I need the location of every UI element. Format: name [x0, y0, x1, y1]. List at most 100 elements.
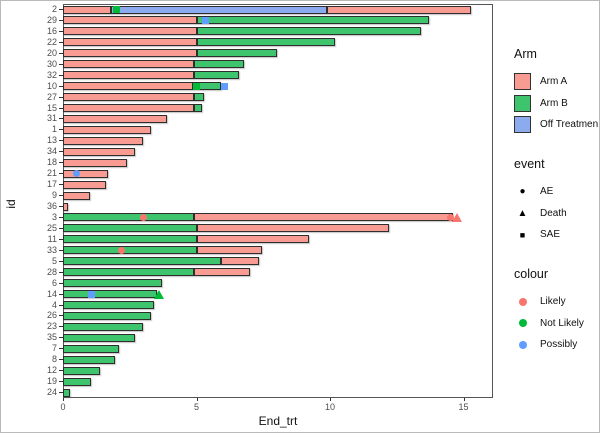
legend-label: SAE — [540, 229, 561, 241]
bar-segment — [63, 344, 120, 353]
bar-segment — [63, 49, 197, 58]
y-tick-label: 10 — [46, 80, 57, 91]
bar-segment — [63, 213, 194, 222]
bar-segment — [63, 147, 136, 156]
y-tick-mark — [59, 162, 63, 164]
legend-item-possibly: Possibly — [514, 334, 599, 356]
y-tick-label: 24 — [46, 387, 57, 397]
y-tick-mark — [59, 238, 63, 240]
y-tick-mark — [59, 52, 63, 54]
y-tick-mark — [59, 107, 63, 109]
bar-segment — [63, 235, 197, 244]
legend-item-sae: ■ SAE — [514, 224, 599, 246]
bar-segment — [63, 180, 106, 189]
y-tick-mark — [59, 304, 63, 306]
y-tick-label: 31 — [46, 113, 57, 124]
y-tick-mark — [59, 19, 63, 21]
legend-label: Arm B — [540, 97, 568, 109]
legend-item-death: ▲ Death — [514, 203, 599, 225]
bar-segment — [193, 268, 250, 277]
y-tick-mark — [59, 151, 63, 153]
y-tick-label: 20 — [46, 47, 57, 58]
legend-item-arm-b: Arm B — [514, 93, 599, 115]
y-tick-mark — [59, 30, 63, 32]
y-tick-mark — [59, 282, 63, 284]
bar-segment — [63, 301, 154, 309]
bar-segment — [63, 388, 70, 397]
y-tick-mark — [59, 96, 63, 98]
event-marker-circle — [118, 246, 126, 254]
y-tick-label: 16 — [46, 25, 57, 36]
y-tick-label: 21 — [46, 168, 57, 179]
y-tick-label: 30 — [46, 58, 57, 69]
not-likely-dot-icon — [514, 319, 531, 328]
legend-group-arm: Arm Arm A Arm B Off Treatmen — [514, 47, 599, 136]
bar-segment — [327, 5, 472, 14]
legend-label: Not Likely — [540, 317, 584, 329]
y-tick-mark — [59, 381, 63, 383]
y-tick-label: 8 — [51, 354, 57, 365]
bar-segment — [193, 213, 453, 222]
bar-segment — [193, 60, 245, 69]
x-tick-label: 0 — [60, 402, 66, 412]
y-tick-label: 11 — [47, 233, 57, 244]
y-tick-mark — [59, 184, 63, 186]
bar-segment — [196, 16, 429, 25]
legend-label: AE — [540, 186, 554, 198]
legend-label: Death — [540, 207, 567, 219]
y-tick-mark — [59, 216, 63, 218]
event-marker-square — [112, 6, 120, 13]
legend-item-not-likely: Not Likely — [514, 313, 599, 335]
bar-segment — [63, 82, 193, 91]
bar-segment — [63, 125, 152, 134]
x-tick-label: 5 — [193, 402, 199, 412]
bar-segment — [63, 279, 162, 288]
bar-segment — [196, 224, 389, 233]
y-tick-label: 27 — [46, 91, 57, 102]
y-tick-mark — [59, 41, 63, 43]
bar-segment — [63, 202, 69, 211]
y-tick-label: 28 — [46, 266, 57, 277]
y-tick-label: 6 — [51, 277, 57, 288]
y-tick-label: 1 — [51, 124, 57, 135]
bar-segment — [193, 71, 240, 80]
square-icon: ■ — [519, 229, 526, 240]
legend-label: Arm A — [540, 76, 568, 88]
bar-segment — [63, 114, 168, 123]
legend-label: Likely — [540, 296, 566, 308]
legend-item-ae: ● AE — [514, 181, 599, 203]
bar-segment — [63, 268, 194, 277]
bar-segment — [63, 136, 144, 145]
likely-dot-icon — [514, 297, 531, 306]
y-tick-mark — [59, 85, 63, 87]
y-tick-label: 17 — [46, 179, 57, 190]
legend-label: Possibly — [540, 339, 578, 351]
y-tick-mark — [59, 206, 63, 207]
bar-segment — [63, 60, 194, 69]
bar-segment — [111, 5, 328, 14]
bar-segment — [63, 322, 144, 331]
y-tick-label: 4 — [51, 299, 57, 310]
y-tick-label: 13 — [46, 135, 57, 146]
y-tick-mark — [59, 271, 63, 273]
bar-segment — [63, 333, 136, 342]
bar-segment — [63, 93, 194, 101]
bar-segment — [63, 224, 197, 233]
y-tick-label: 33 — [46, 244, 57, 255]
y-tick-label: 25 — [46, 222, 57, 233]
y-tick-label: 32 — [46, 69, 57, 80]
bar-segment — [63, 290, 157, 298]
x-tick-label: 10 — [324, 402, 335, 412]
y-tick-mark — [59, 359, 63, 361]
y-tick-mark — [59, 348, 63, 350]
y-tick-mark — [59, 392, 63, 393]
bar-segment — [196, 38, 336, 47]
y-tick-mark — [59, 173, 63, 175]
event-marker-triangle — [154, 289, 165, 299]
y-tick-label: 7 — [51, 343, 57, 354]
bar-segment — [63, 38, 197, 47]
y-tick-mark — [59, 9, 63, 10]
event-marker-square — [221, 82, 228, 90]
y-tick-label: 2 — [51, 4, 57, 14]
